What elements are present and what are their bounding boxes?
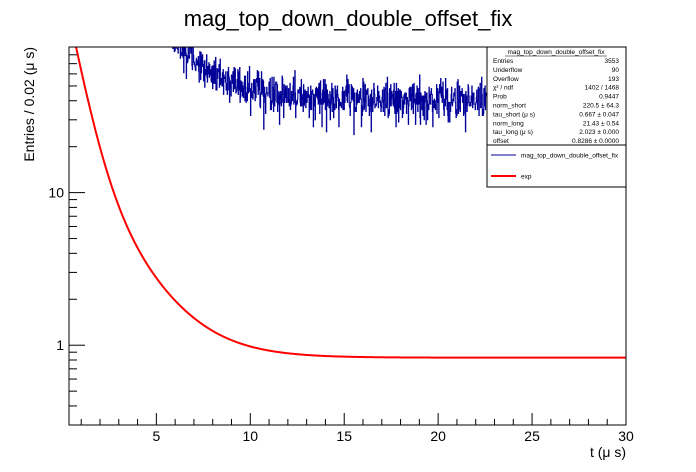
legend-label-fit: exp (521, 174, 532, 181)
stats-box-title: mag_top_down_double_offset_fix (507, 49, 605, 56)
stats-row-value: 2.023 ± 0.000 (579, 129, 619, 136)
stats-row-label: tau_short (μ s) (493, 111, 535, 118)
stats-row-value: 0.8286 ± 0.0000 (572, 138, 619, 145)
fit-curve (75, 47, 626, 359)
chart-title: mag_top_down_double_offset_fix (184, 6, 513, 31)
x-axis-label: t (μ s) (590, 444, 626, 460)
legend-frame (486, 144, 627, 188)
stats-row-value: 0.667 ± 0.047 (579, 111, 619, 118)
legend-label-histogram: mag_top_down_double_offset_fix (521, 153, 619, 160)
y-tick-label: 1 (56, 337, 64, 353)
stats-row-label: tau_long (μ s) (493, 129, 533, 136)
x-tick-label: 25 (524, 428, 540, 444)
legend: mag_top_down_double_offset_fix exp (486, 144, 627, 188)
fit-curve-group (75, 47, 626, 359)
stats-box-frame (486, 46, 627, 146)
x-tick-label: 5 (152, 428, 160, 444)
y-axis-label: Entries / 0.02 (μ s) (21, 47, 37, 162)
axis-ticks: 5 10 15 20 25 30 1 10 (48, 46, 634, 444)
x-tick-label: 10 (242, 428, 258, 444)
stats-row-label: Entries (493, 58, 514, 65)
stats-row-label: χ² / ndf (493, 85, 513, 92)
stats-row-label: norm_short (493, 103, 526, 110)
stats-box: mag_top_down_double_offset_fix Entries 35… (486, 46, 627, 146)
stats-row-label: Overflow (493, 76, 519, 83)
x-tick-label: 20 (430, 428, 446, 444)
stats-row-label: Underflow (493, 67, 523, 74)
x-tick-label: 30 (618, 428, 634, 444)
stats-row-value: 21.43 ± 0.54 (583, 120, 619, 127)
stats-row-value: 220.5 ± 64.3 (583, 103, 619, 110)
stats-row-label: offset (493, 138, 509, 145)
y-tick-label: 10 (48, 185, 64, 201)
stats-rows: Entries 3553 Underflow 90 Overflow 193 χ² / nd… (493, 58, 619, 145)
stats-row-value: 3553 (605, 58, 620, 65)
stats-row-label: norm_long (493, 120, 524, 127)
stats-row-value: 1402 / 1468 (585, 85, 620, 92)
stats-row-value: 193 (608, 76, 619, 83)
stats-row-label: Prob (493, 94, 507, 101)
x-tick-label: 15 (336, 428, 352, 444)
stats-row-value: 0.9447 (599, 94, 619, 101)
stats-row-value: 90 (612, 67, 620, 74)
plot-frame (68, 46, 627, 426)
